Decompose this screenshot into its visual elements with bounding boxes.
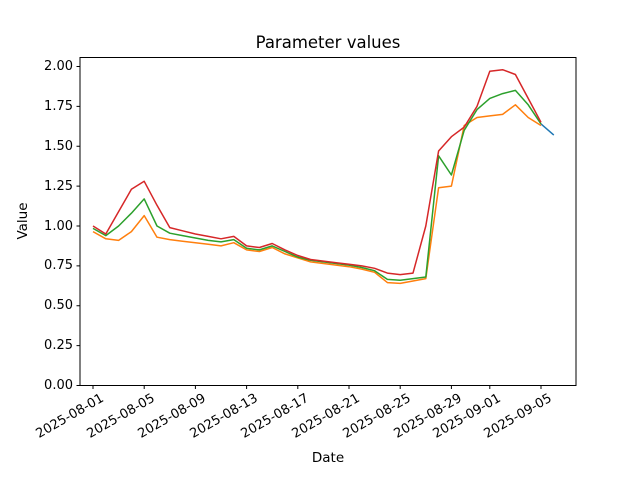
series-green	[92, 89, 542, 281]
y-tick-label: 1.50	[44, 138, 73, 154]
y-tick-label: 0.00	[44, 378, 73, 393]
series-blue	[540, 123, 555, 136]
chart-title: Parameter values	[255, 33, 401, 52]
y-tick-label: 1.25	[44, 178, 73, 194]
series-red	[92, 68, 542, 276]
y-tick-label: 0.75	[44, 258, 73, 274]
y-tick-label: 1.00	[44, 218, 73, 234]
x-axis-label: Date	[311, 450, 345, 466]
y-tick-label: 2.00	[44, 59, 73, 74]
y-tick-label: 0.50	[44, 298, 73, 314]
y-tick-label: 0.25	[44, 338, 73, 354]
series-orange	[92, 104, 542, 285]
y-tick-label: 1.75	[44, 98, 73, 114]
